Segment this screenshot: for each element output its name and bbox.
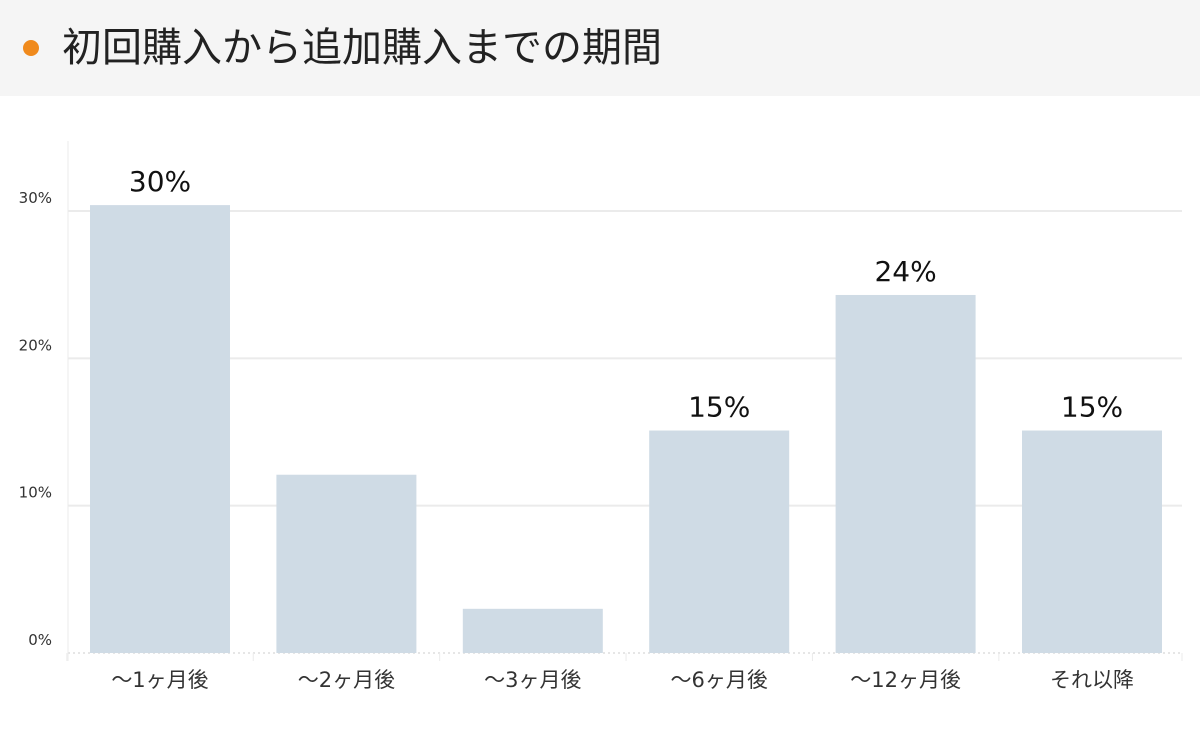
x-tick-label: 〜6ヶ月後: [671, 668, 768, 692]
bar: [835, 294, 976, 653]
data-label: 15%: [1061, 391, 1123, 424]
x-tick-label: 〜12ヶ月後: [850, 668, 961, 692]
chart-title: 初回購入から追加購入までの期間: [62, 25, 662, 71]
title-bar: 初回購入から追加購入までの期間: [0, 0, 1200, 96]
data-label: 30%: [129, 165, 191, 198]
x-tick-label: 〜3ヶ月後: [484, 668, 581, 692]
y-tick-label: 10%: [19, 484, 52, 502]
bar-chart: 0% 10% 20% 30% 〜1ヶ月後 〜2ヶ月後 〜3ヶ月後 〜6ヶ月後 〜12ヶ月後 それ以…: [19, 141, 1183, 692]
bar: [1022, 430, 1162, 653]
title-bullet-icon: [23, 40, 39, 56]
chart-area: 0% 10% 20% 30% 〜1ヶ月後 〜2ヶ月後 〜3ヶ月後 〜6ヶ月後 〜12ヶ月後 それ以…: [0, 96, 1200, 726]
bar: [462, 608, 603, 653]
x-tick-label: それ以降: [1050, 668, 1134, 692]
y-tick-label: 0%: [28, 631, 52, 649]
y-tick-label: 30%: [19, 189, 52, 207]
bar: [649, 430, 790, 653]
data-label: 15%: [688, 391, 750, 424]
x-tick-label: 〜2ヶ月後: [298, 668, 395, 692]
data-label: 24%: [874, 255, 936, 288]
y-tick-label: 20%: [19, 336, 52, 354]
x-tick-label: 〜1ヶ月後: [111, 668, 208, 692]
bar: [90, 205, 230, 653]
bar: [276, 474, 417, 653]
